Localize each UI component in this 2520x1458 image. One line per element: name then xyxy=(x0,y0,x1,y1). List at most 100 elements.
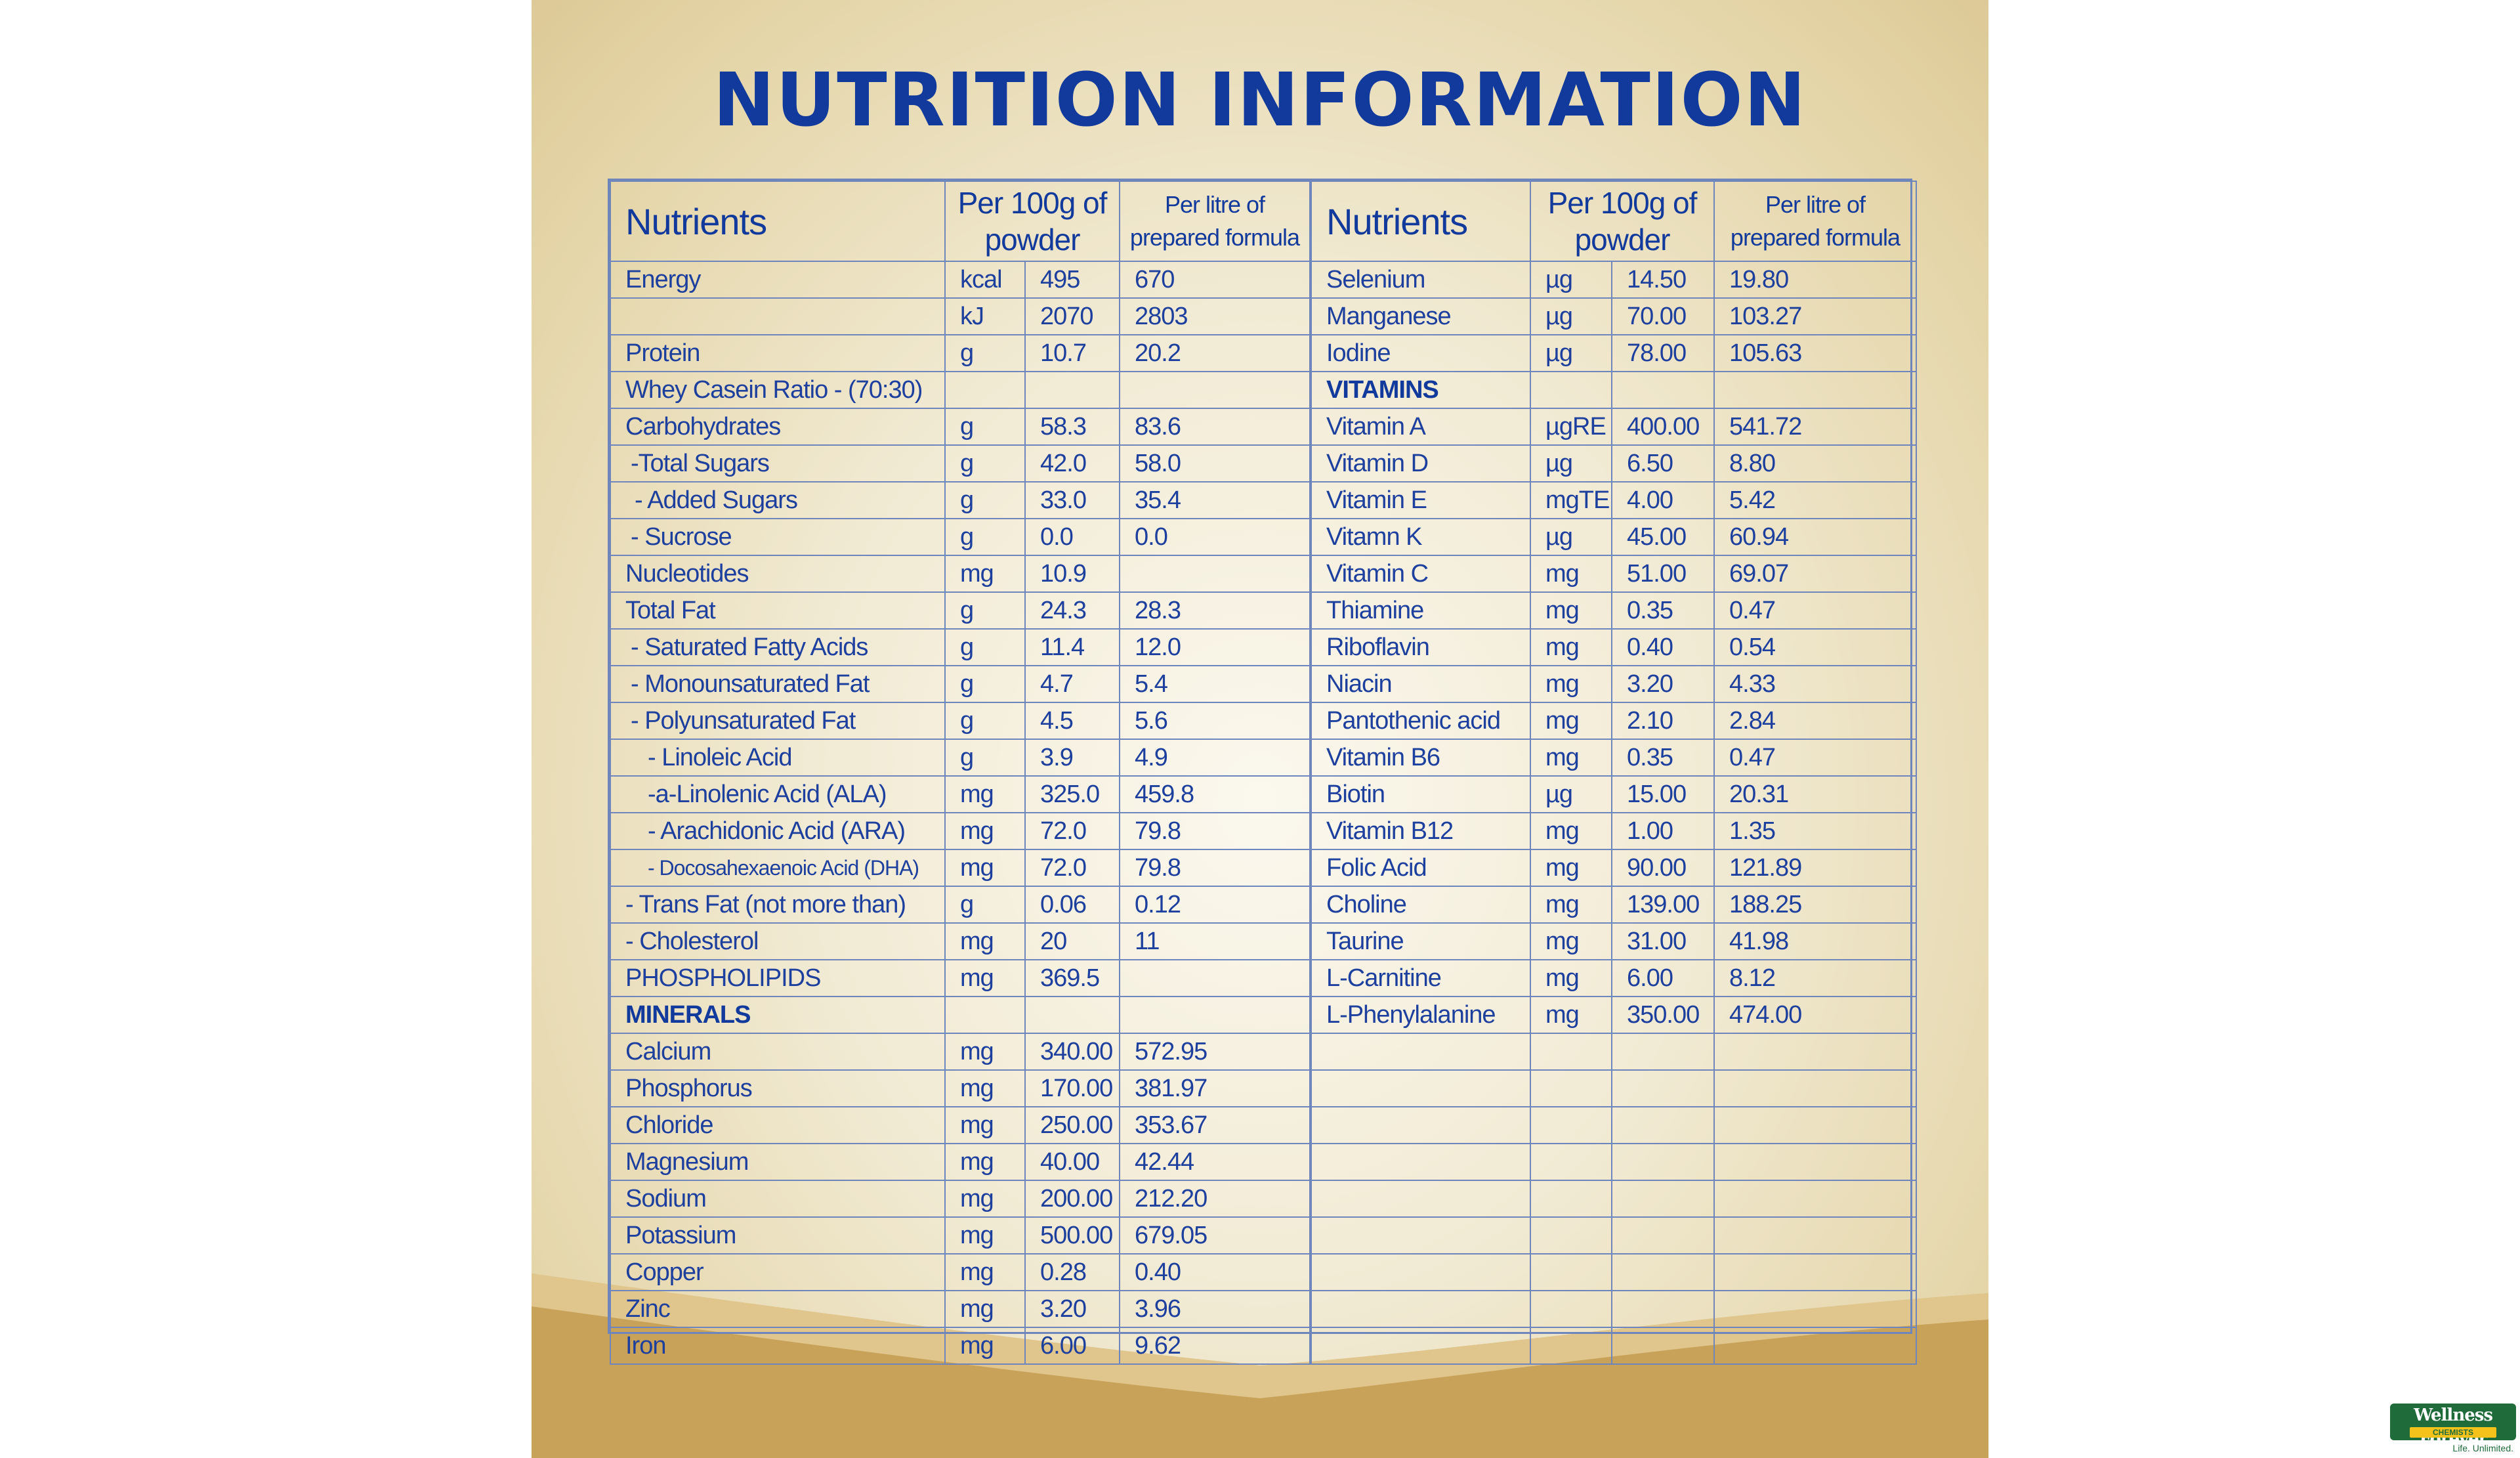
nutrient-name: Iron xyxy=(610,1327,946,1365)
table-row: - Cholesterol mg 20 11 xyxy=(610,922,1311,960)
value-per-100g: 33.0 xyxy=(1024,481,1120,519)
value-per-litre: 212.20 xyxy=(1119,1180,1311,1218)
value-per-100g: 350.00 xyxy=(1611,996,1715,1034)
table-row: Potassium mg 500.00 679.05 xyxy=(610,1216,1311,1254)
header-per-100g-line1: Per 100g of xyxy=(1547,186,1698,220)
table-row xyxy=(1311,1216,1917,1254)
nutrient-unit: µg xyxy=(1530,297,1612,335)
nutrient-name: -Total Sugars xyxy=(610,444,946,482)
value-per-100g: 78.00 xyxy=(1611,334,1715,372)
value-per-100g: 4.5 xyxy=(1024,702,1120,740)
value-per-100g: 4.00 xyxy=(1611,481,1715,519)
nutrient-unit: mg xyxy=(1530,665,1612,703)
table-row xyxy=(1311,1069,1917,1107)
value-per-litre: 79.8 xyxy=(1119,849,1311,887)
value-per-100g: 139.00 xyxy=(1611,886,1715,924)
nutrient-unit xyxy=(1530,371,1612,409)
nutrient-name: - Docosahexaenoic Acid (DHA) xyxy=(610,849,946,887)
table-row: - Sucrose g 0.0 0.0 xyxy=(610,518,1311,556)
header-nutrients: Nutrients xyxy=(610,181,946,262)
nutrient-name: Nucleotides xyxy=(610,555,946,593)
value-per-100g: 10.9 xyxy=(1024,555,1120,593)
nutrient-name: Vitamn K xyxy=(1311,518,1531,556)
value-per-litre: 12.0 xyxy=(1119,628,1311,666)
nutrient-unit: mg xyxy=(944,1106,1026,1144)
value-per-100g xyxy=(1024,371,1120,409)
nutrient-unit xyxy=(1530,1290,1612,1328)
table-row xyxy=(1311,1106,1917,1144)
nutrient-unit: mg xyxy=(944,1143,1026,1181)
value-per-litre xyxy=(1119,959,1311,997)
table-row: Folic Acid mg 90.00 121.89 xyxy=(1311,849,1917,887)
value-per-100g: 325.0 xyxy=(1024,775,1120,813)
nutrient-unit: g xyxy=(944,886,1026,924)
nutrient-unit: µg xyxy=(1530,444,1612,482)
value-per-100g: 24.3 xyxy=(1024,591,1120,630)
nutrient-unit: mg xyxy=(1530,702,1612,740)
nutrient-unit: mg xyxy=(944,1033,1026,1071)
value-per-100g: 40.00 xyxy=(1024,1143,1120,1181)
value-per-litre: 5.42 xyxy=(1713,481,1917,519)
nutrient-unit: g xyxy=(944,739,1026,777)
nutrient-unit: mg xyxy=(944,1327,1026,1365)
table-row: Phosphorus mg 170.00 381.97 xyxy=(610,1069,1311,1107)
table-row: Copper mg 0.28 0.40 xyxy=(610,1253,1311,1291)
nutrient-unit: µg xyxy=(1530,518,1612,556)
nutrient-unit: g xyxy=(944,628,1026,666)
nutrient-unit: mg xyxy=(944,775,1026,813)
nutrient-unit: g xyxy=(944,481,1026,519)
header-per-litre-line1: Per litre of xyxy=(1164,191,1265,218)
header-per-100g-line1: Per 100g of xyxy=(957,186,1108,220)
nutrient-name xyxy=(1311,1290,1531,1328)
nutrient-unit xyxy=(1530,1327,1612,1365)
right-header-row: Nutrients Per 100g of powder Per litre o… xyxy=(1311,181,1917,262)
value-per-litre xyxy=(1713,1327,1917,1365)
header-per-100g-line2: powder xyxy=(984,223,1081,257)
table-row xyxy=(1311,1253,1917,1291)
value-per-litre: 188.25 xyxy=(1713,886,1917,924)
value-per-litre: 20.2 xyxy=(1119,334,1311,372)
nutrient-name: PHOSPHOLIPIDS xyxy=(610,959,946,997)
nutrient-unit: mg xyxy=(1530,628,1612,666)
table-row: - Added Sugars g 33.0 35.4 xyxy=(610,481,1311,519)
table-row: - Linoleic Acid g 3.9 4.9 xyxy=(610,739,1311,777)
nutrient-name: Magnesium xyxy=(610,1143,946,1181)
table-row: Niacin mg 3.20 4.33 xyxy=(1311,665,1917,703)
value-per-100g: 0.40 xyxy=(1611,628,1715,666)
nutrient-name: - Polyunsaturated Fat xyxy=(610,702,946,740)
nutrient-name: Vitamin C xyxy=(1311,555,1531,593)
value-per-100g: 72.0 xyxy=(1024,812,1120,850)
value-per-100g xyxy=(1611,1253,1715,1291)
nutrient-unit xyxy=(944,996,1026,1034)
value-per-100g: 0.35 xyxy=(1611,591,1715,630)
value-per-100g: 10.7 xyxy=(1024,334,1120,372)
nutrient-unit: mg xyxy=(944,1069,1026,1107)
value-per-litre: 0.0 xyxy=(1119,518,1311,556)
value-per-litre: 58.0 xyxy=(1119,444,1311,482)
nutrient-unit: g xyxy=(944,591,1026,630)
value-per-100g: 400.00 xyxy=(1611,408,1715,446)
nutrient-name: Riboflavin xyxy=(1311,628,1531,666)
value-per-100g xyxy=(1611,1180,1715,1218)
value-per-100g: 3.20 xyxy=(1024,1290,1120,1328)
label-panel: NUTRITION INFORMATION Nutrients Per 100g… xyxy=(532,0,1988,1458)
value-per-litre: 381.97 xyxy=(1119,1069,1311,1107)
nutrient-name: Vitamin A xyxy=(1311,408,1531,446)
table-row: kJ 2070 2803 xyxy=(610,297,1311,335)
nutrient-name: - Sucrose xyxy=(610,518,946,556)
value-per-litre: 459.8 xyxy=(1119,775,1311,813)
nutrition-table: Nutrients Per 100g of powder Per litre o… xyxy=(608,179,1917,1365)
nutrient-unit: mg xyxy=(944,812,1026,850)
nutrient-name xyxy=(1311,1327,1531,1365)
value-per-litre: 0.12 xyxy=(1119,886,1311,924)
value-per-litre: 8.12 xyxy=(1713,959,1917,997)
table-row: Energy kcal 495 670 xyxy=(610,261,1311,299)
nutrient-name: Folic Acid xyxy=(1311,849,1531,887)
value-per-litre: 4.33 xyxy=(1713,665,1917,703)
value-per-litre xyxy=(1713,1143,1917,1181)
value-per-litre xyxy=(1119,371,1311,409)
value-per-litre: 2.84 xyxy=(1713,702,1917,740)
value-per-litre xyxy=(1713,1253,1917,1291)
table-row: Thiamine mg 0.35 0.47 xyxy=(1311,591,1917,630)
nutrient-name: Potassium xyxy=(610,1216,946,1254)
